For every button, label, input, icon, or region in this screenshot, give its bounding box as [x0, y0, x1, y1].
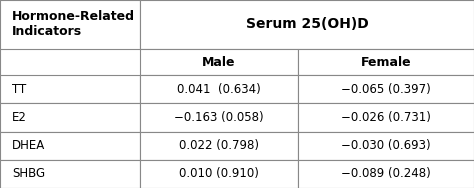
Bar	[0, 160, 140, 188]
Bar	[298, 103, 474, 132]
Bar	[140, 75, 298, 103]
Bar	[298, 160, 474, 188]
Text: TT: TT	[12, 83, 26, 96]
Text: −0.163 (0.058): −0.163 (0.058)	[174, 111, 264, 124]
Bar	[140, 0, 474, 49]
Text: SHBG: SHBG	[12, 167, 45, 180]
Text: Male: Male	[202, 55, 236, 69]
Bar	[0, 0, 140, 49]
Bar	[140, 132, 298, 160]
Bar	[0, 103, 140, 132]
Bar	[298, 49, 474, 75]
Bar	[298, 75, 474, 103]
Text: E2: E2	[12, 111, 27, 124]
Text: −0.089 (0.248): −0.089 (0.248)	[341, 167, 431, 180]
Text: −0.026 (0.731): −0.026 (0.731)	[341, 111, 431, 124]
Text: Serum 25(OH)D: Serum 25(OH)D	[246, 17, 368, 31]
Bar	[0, 75, 140, 103]
Bar	[140, 103, 298, 132]
Text: −0.030 (0.693): −0.030 (0.693)	[341, 139, 431, 152]
Text: Hormone-Related
Indicators: Hormone-Related Indicators	[12, 11, 135, 38]
Text: −0.065 (0.397): −0.065 (0.397)	[341, 83, 431, 96]
Text: 0.010 (0.910): 0.010 (0.910)	[179, 167, 259, 180]
Bar	[140, 49, 298, 75]
Bar	[298, 132, 474, 160]
Text: DHEA: DHEA	[12, 139, 45, 152]
Text: Female: Female	[361, 55, 411, 69]
Bar	[140, 160, 298, 188]
Text: 0.022 (0.798): 0.022 (0.798)	[179, 139, 259, 152]
Bar	[0, 132, 140, 160]
Text: 0.041  (0.634): 0.041 (0.634)	[177, 83, 261, 96]
